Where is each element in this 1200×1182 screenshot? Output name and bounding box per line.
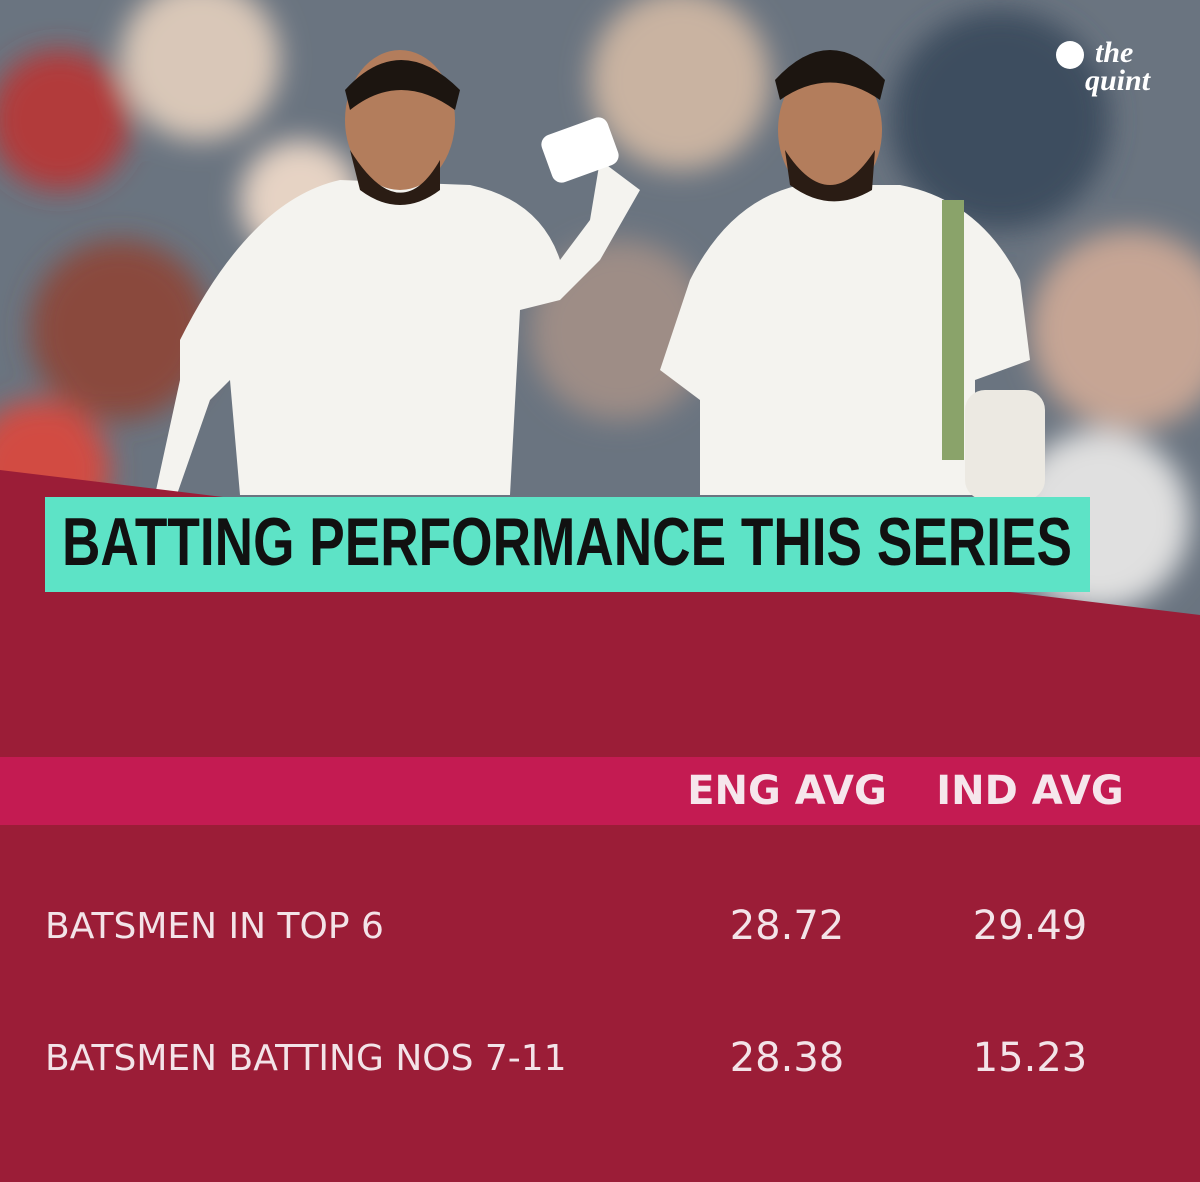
- panel: [0, 470, 1200, 1182]
- row-label: BATSMEN BATTING NOS 7-11: [45, 1038, 567, 1079]
- cell: 29.49: [973, 903, 1088, 949]
- column-header: IND AVG: [936, 768, 1124, 814]
- cell: 28.38: [730, 1035, 845, 1081]
- title: BATTING PERFORMANCE THIS SERIES: [62, 504, 1072, 580]
- logo-text: the: [1095, 36, 1133, 69]
- photo: [0, 0, 1200, 620]
- row-label: BATSMEN IN TOP 6: [45, 906, 384, 947]
- logo: the quint: [1056, 36, 1152, 97]
- column-header: ENG AVG: [687, 768, 887, 814]
- title-box: [45, 497, 1090, 592]
- logo-text: quint: [1085, 64, 1152, 97]
- header-band: [0, 757, 1200, 825]
- cell: 28.72: [730, 903, 845, 949]
- logo-icon: [1056, 41, 1084, 69]
- cell: 15.23: [973, 1035, 1088, 1081]
